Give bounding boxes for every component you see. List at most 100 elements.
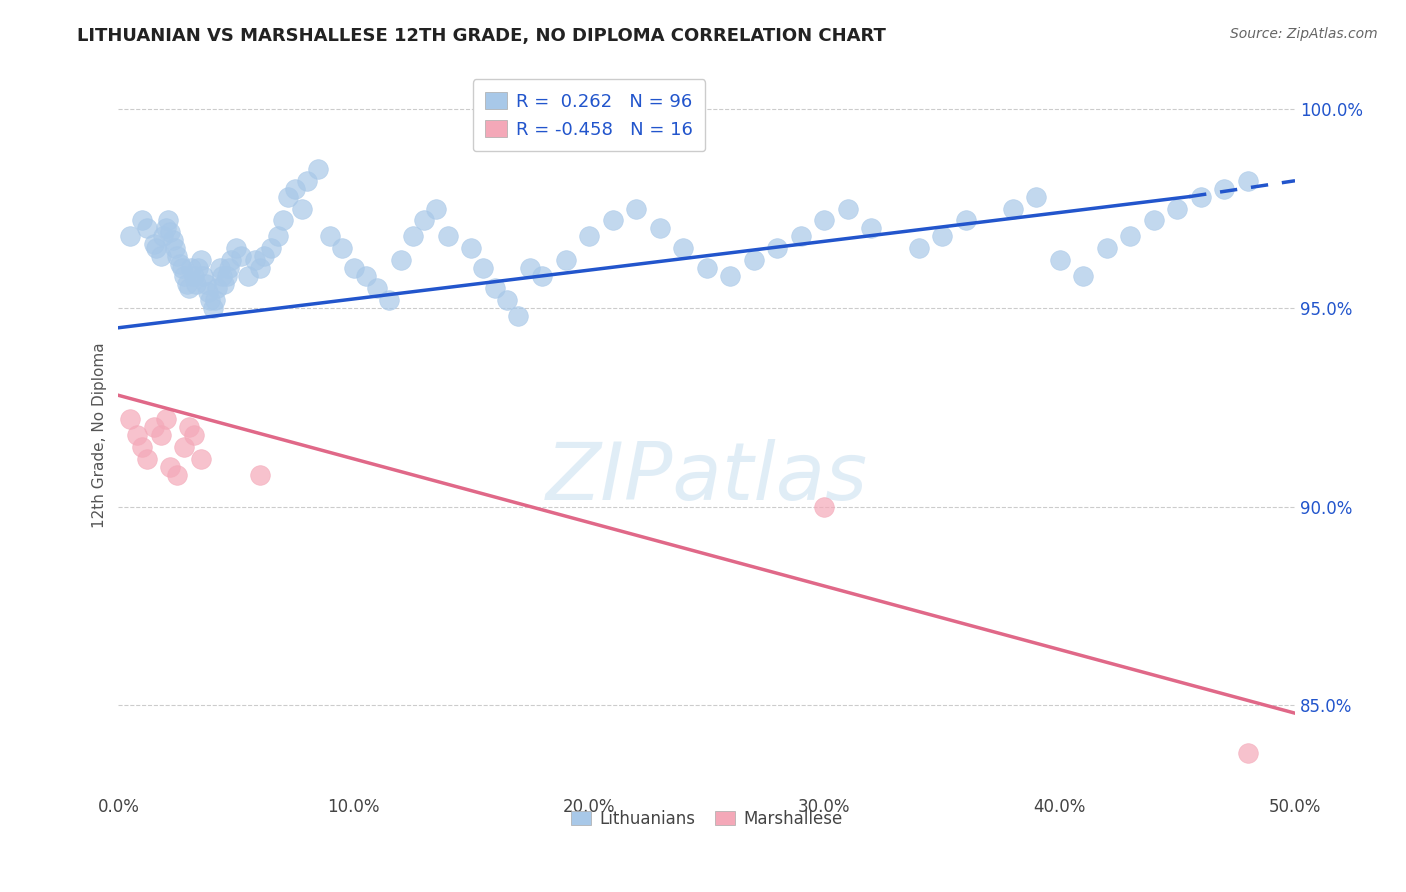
- Point: [330, 241, 353, 255]
- Point: [460, 241, 482, 255]
- Point: [401, 229, 423, 244]
- Point: [696, 261, 718, 276]
- Point: [135, 451, 157, 466]
- Point: [173, 269, 195, 284]
- Point: [554, 253, 576, 268]
- Point: [624, 202, 647, 216]
- Point: [1095, 241, 1118, 255]
- Point: [1143, 213, 1166, 227]
- Point: [389, 253, 412, 268]
- Point: [308, 161, 330, 176]
- Point: [277, 189, 299, 203]
- Point: [319, 229, 342, 244]
- Point: [378, 293, 401, 307]
- Point: [191, 269, 214, 284]
- Point: [207, 281, 229, 295]
- Text: LITHUANIAN VS MARSHALLESE 12TH GRADE, NO DIPLOMA CORRELATION CHART: LITHUANIAN VS MARSHALLESE 12TH GRADE, NO…: [77, 27, 886, 45]
- Point: [120, 412, 142, 426]
- Point: [354, 269, 377, 284]
- Point: [602, 213, 624, 227]
- Point: [249, 261, 271, 276]
- Point: [271, 213, 294, 227]
- Point: [184, 277, 207, 291]
- Point: [162, 233, 184, 247]
- Point: [131, 213, 153, 227]
- Text: Source: ZipAtlas.com: Source: ZipAtlas.com: [1230, 27, 1378, 41]
- Point: [260, 241, 283, 255]
- Point: [221, 253, 243, 268]
- Point: [907, 241, 929, 255]
- Point: [1049, 253, 1071, 268]
- Point: [425, 202, 447, 216]
- Point: [155, 412, 177, 426]
- Point: [142, 237, 165, 252]
- Point: [253, 249, 276, 263]
- Point: [295, 174, 318, 188]
- Point: [236, 269, 259, 284]
- Point: [1119, 229, 1142, 244]
- Point: [343, 261, 366, 276]
- Point: [187, 261, 209, 276]
- Point: [672, 241, 695, 255]
- Point: [437, 229, 460, 244]
- Point: [183, 428, 205, 442]
- Y-axis label: 12th Grade, No Diploma: 12th Grade, No Diploma: [93, 343, 107, 528]
- Point: [813, 500, 835, 514]
- Point: [291, 202, 314, 216]
- Point: [413, 213, 436, 227]
- Point: [218, 261, 240, 276]
- Point: [176, 277, 198, 291]
- Point: [472, 261, 495, 276]
- Point: [177, 420, 200, 434]
- Point: [169, 257, 191, 271]
- Point: [208, 261, 231, 276]
- Point: [200, 293, 222, 307]
- Legend: Lithuanians, Marshallese: Lithuanians, Marshallese: [564, 803, 849, 834]
- Point: [1025, 189, 1047, 203]
- Point: [204, 293, 226, 307]
- Point: [149, 249, 172, 263]
- Point: [508, 309, 530, 323]
- Point: [519, 261, 541, 276]
- Point: [243, 253, 266, 268]
- Point: [530, 269, 553, 284]
- Point: [197, 285, 219, 299]
- Point: [718, 269, 741, 284]
- Point: [860, 221, 883, 235]
- Point: [159, 459, 181, 474]
- Point: [155, 221, 177, 235]
- Point: [180, 261, 202, 276]
- Point: [742, 253, 765, 268]
- Point: [211, 269, 233, 284]
- Point: [190, 253, 212, 268]
- Point: [152, 229, 174, 244]
- Point: [159, 226, 181, 240]
- Point: [166, 249, 188, 263]
- Point: [201, 301, 224, 315]
- Point: [790, 229, 813, 244]
- Point: [149, 428, 172, 442]
- Point: [813, 213, 835, 227]
- Point: [120, 229, 142, 244]
- Point: [177, 281, 200, 295]
- Point: [837, 202, 859, 216]
- Point: [131, 440, 153, 454]
- Point: [955, 213, 977, 227]
- Point: [194, 277, 217, 291]
- Point: [249, 467, 271, 482]
- Point: [215, 269, 238, 284]
- Point: [284, 182, 307, 196]
- Point: [1237, 174, 1260, 188]
- Point: [145, 241, 167, 255]
- Point: [648, 221, 671, 235]
- Point: [1071, 269, 1094, 284]
- Point: [225, 241, 247, 255]
- Point: [1189, 189, 1212, 203]
- Point: [766, 241, 789, 255]
- Point: [142, 420, 165, 434]
- Point: [484, 281, 506, 295]
- Point: [156, 213, 179, 227]
- Point: [190, 451, 212, 466]
- Point: [135, 221, 157, 235]
- Point: [173, 440, 195, 454]
